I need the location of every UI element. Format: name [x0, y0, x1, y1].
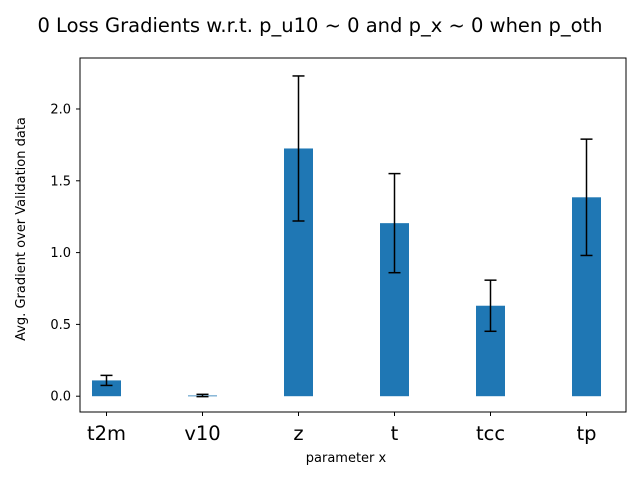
y-tick-label: 1.5	[50, 174, 71, 189]
error-bar-tp	[580, 138, 593, 257]
y-axis-label: Avg. Gradient over Validation data	[14, 117, 29, 341]
x-axis-ticks: t2m v10 z t tcc tp	[87, 412, 597, 445]
error-bars-group	[100, 75, 593, 398]
y-tick-label: 1.0	[50, 246, 71, 261]
bar-t2m	[92, 380, 121, 397]
x-tick-label: tp	[576, 422, 596, 445]
y-axis-ticks: 0.0 0.5 1.0 1.5 2.0	[50, 102, 80, 405]
y-tick-label: 2.0	[50, 102, 71, 117]
plot-frame	[79, 57, 627, 413]
y-tick-label: 0.0	[50, 390, 71, 405]
error-bar-t	[388, 172, 401, 274]
x-tick-label: t2m	[87, 422, 126, 445]
x-tick-label: t	[391, 422, 399, 445]
x-tick-label: z	[293, 422, 303, 445]
error-bar-tcc	[484, 279, 497, 333]
chart-title: 0 Loss Gradients w.r.t. p_u10 ~ 0 and p_…	[37, 14, 602, 37]
x-tick-label: tcc	[476, 422, 505, 445]
y-tick-label: 0.5	[50, 318, 71, 333]
error-bar-z	[292, 75, 305, 222]
error-bar-v10	[196, 393, 209, 398]
x-tick-label: v10	[184, 422, 220, 445]
error-bar-t2m	[100, 374, 113, 387]
bars-group	[92, 148, 601, 397]
x-axis-label: parameter x	[306, 451, 387, 466]
